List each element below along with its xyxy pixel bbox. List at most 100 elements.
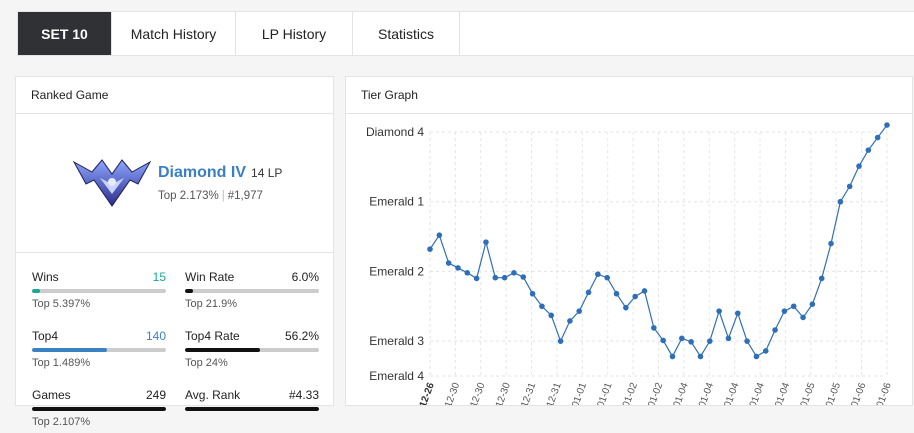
progress-bar (185, 348, 319, 352)
data-point (790, 303, 797, 310)
data-point (464, 270, 471, 276)
x-tick-label: 01-04 (672, 381, 691, 405)
rank-summary: Diamond IV 14 LP Top 2.173% | #1,977 (16, 114, 333, 253)
data-point (706, 338, 713, 344)
stat-label: Top4 Rate (185, 329, 240, 343)
data-point (501, 274, 508, 281)
stat-win-rate: Win Rate 6.0% Top 21.9% (185, 270, 319, 310)
data-point (641, 288, 648, 294)
y-tick-label: Emerald 2 (369, 264, 424, 278)
stat-label: Wins (32, 270, 59, 284)
data-point (716, 308, 722, 314)
data-point (688, 339, 694, 345)
y-tick-label: Diamond 4 (366, 125, 424, 139)
stat-games: Games 249 Top 2.107% (32, 388, 166, 428)
x-tick-label: 01-06 (849, 381, 868, 405)
stat-percentile: Top 1.489% (32, 357, 91, 369)
separator: | (221, 190, 225, 202)
stat-percentile: Top 24% (185, 357, 228, 369)
ranked-game-panel: Ranked Game Diamond IV 14 LP Top 2.173% |… (15, 76, 334, 428)
progress-bar (185, 407, 319, 411)
stat-percentile: Top 21.9% (185, 298, 237, 310)
data-point (856, 163, 862, 169)
data-point (762, 348, 769, 354)
progress-fill (32, 407, 166, 411)
data-point (529, 290, 536, 297)
stat-value: 15 (152, 270, 166, 284)
data-point (455, 265, 461, 271)
data-point (520, 274, 527, 280)
data-point (828, 240, 834, 247)
tier-graph-panel: Tier Graph Diamond 4 Emerald 1 Emerald 2 Em… (345, 76, 913, 409)
y-tick-label: Emerald 4 (369, 369, 424, 383)
diamond-emblem-icon (72, 159, 152, 207)
data-point (539, 303, 545, 310)
stat-percentile: Top 2.107% (32, 416, 91, 428)
x-tick-label: 12-31 (545, 381, 564, 405)
x-tick-label: 12-31 (519, 381, 538, 405)
rank-info: Diamond IV 14 LP Top 2.173% | #1,977 (158, 164, 282, 202)
tab-lp-history[interactable]: LP History (236, 12, 353, 55)
x-tick-label: 01-04 (773, 381, 792, 405)
progress-fill (32, 289, 41, 293)
progress-fill (185, 407, 319, 411)
progress-fill (32, 348, 108, 352)
stat-wins: Wins 15 Top 5.397% (32, 270, 166, 310)
data-point (576, 308, 583, 314)
stat-value: 249 (145, 388, 166, 402)
data-point (483, 239, 489, 245)
data-point (772, 327, 778, 333)
x-tick-label: 01-05 (824, 381, 843, 405)
data-point (781, 308, 788, 314)
x-tick-label: 01-01 (595, 381, 614, 405)
data-point (632, 293, 638, 300)
stat-value: 56.2% (284, 329, 319, 343)
progress-bar (185, 289, 319, 293)
tier-graph-title: Tier Graph (346, 77, 912, 114)
tier-graph-chart: Diamond 4 Emerald 1 Emerald 2 Emerald 3 Emer… (366, 122, 894, 409)
tab-statistics[interactable]: Statistics (353, 12, 460, 55)
progress-bar (32, 407, 166, 411)
stat-label: Avg. Rank (185, 388, 241, 402)
stat-value: #4.33 (288, 388, 319, 402)
data-point (511, 270, 517, 276)
stat-label: Win Rate (185, 270, 235, 284)
progress-bar (32, 289, 166, 293)
data-point (613, 290, 620, 297)
top-percent: Top 2.173% (158, 190, 219, 202)
ladder-rank: #1,977 (227, 190, 263, 202)
tier-name: Diamond IV (158, 164, 247, 181)
progress-bar (32, 348, 166, 352)
data-point (846, 183, 853, 190)
tab-match-history[interactable]: Match History (112, 12, 236, 55)
x-tick-label: 12-26 (418, 381, 437, 405)
x-tick-label: 12-30 (494, 381, 513, 405)
stat-label: Games (32, 388, 71, 402)
x-tick-label: 01-04 (748, 381, 767, 405)
x-tick-label: 01-06 (875, 381, 894, 405)
x-tick-label: 12-30 (443, 381, 462, 405)
data-point (436, 232, 443, 238)
tier-lp: 14 LP (251, 166, 283, 180)
data-point (557, 338, 564, 344)
stat-percentile: Top 5.397% (32, 298, 91, 310)
data-point (595, 271, 601, 278)
data-point (660, 337, 666, 344)
tab-set-10[interactable]: SET 10 (18, 12, 112, 55)
stat-top4-rate: Top4 Rate 56.2% Top 24% (185, 329, 319, 369)
data-point (669, 353, 676, 360)
x-tick-label: 12-30 (469, 381, 488, 405)
data-point (809, 301, 816, 307)
data-point (604, 274, 611, 281)
rank-percentile: Top 2.173% | #1,977 (158, 190, 282, 202)
data-point (567, 318, 573, 324)
data-point (837, 198, 844, 205)
data-point (874, 134, 881, 141)
data-point (753, 353, 760, 360)
stats-grid: Wins 15 Top 5.397% Win Rate 6.0% Top 21.9%… (16, 253, 333, 433)
data-point (548, 312, 555, 319)
data-point (725, 335, 732, 342)
stat-value: 6.0% (291, 270, 319, 284)
x-tick-label: 01-02 (621, 381, 640, 405)
stat-value: 140 (145, 329, 166, 343)
